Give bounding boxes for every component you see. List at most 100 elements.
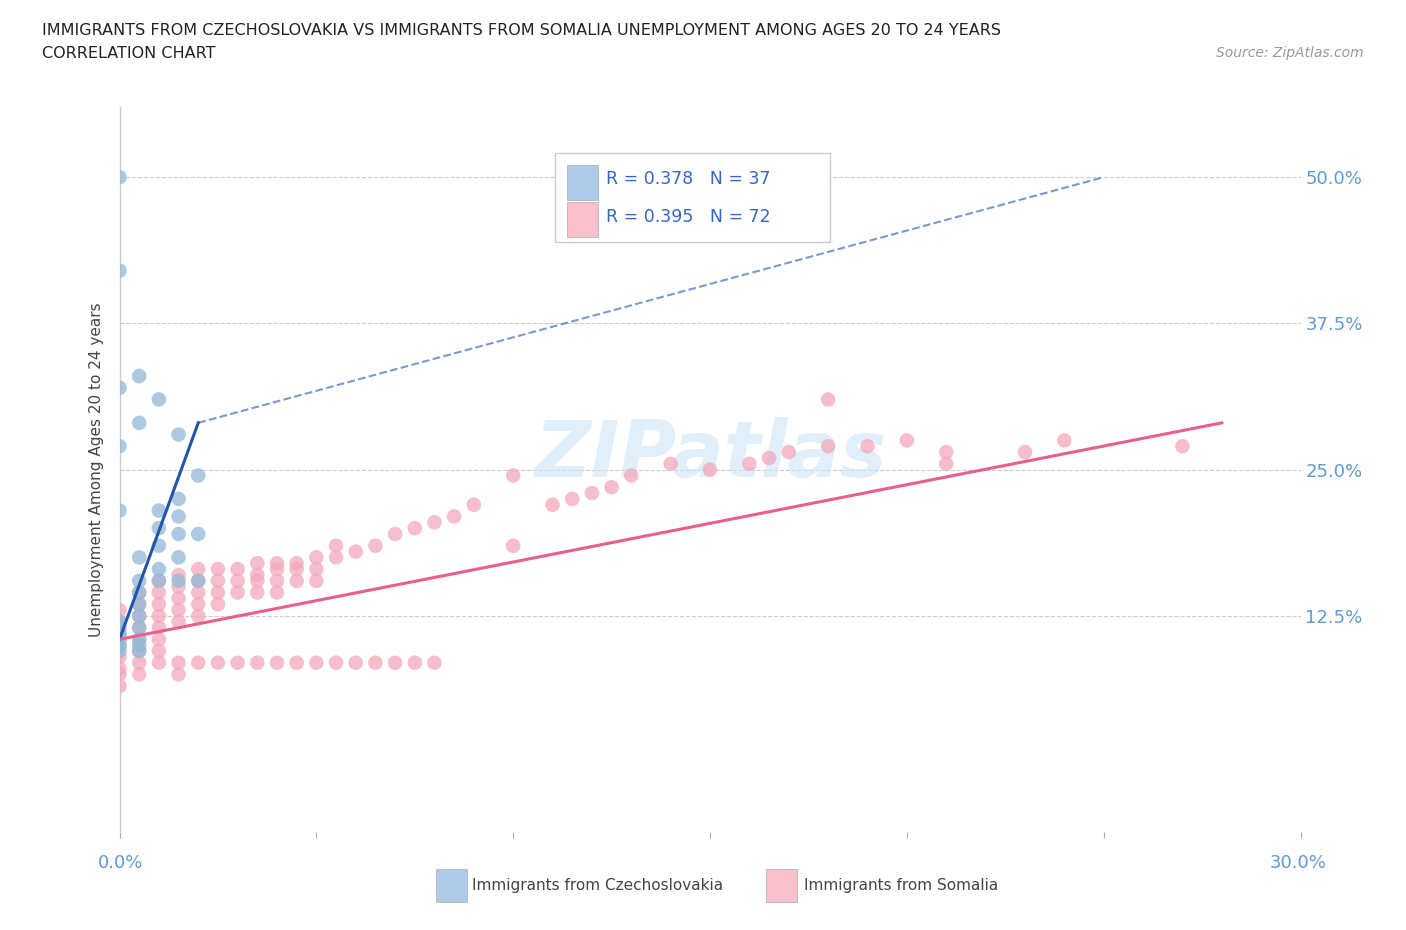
- Point: [187, 585, 209, 600]
- Point: [128, 597, 150, 612]
- Point: [108, 626, 131, 641]
- Point: [856, 439, 879, 454]
- Point: [128, 585, 150, 600]
- Point: [207, 562, 229, 577]
- Point: [187, 597, 209, 612]
- Point: [344, 544, 367, 559]
- Point: [187, 526, 209, 541]
- Point: [108, 667, 131, 682]
- Point: [167, 656, 190, 671]
- Point: [246, 567, 269, 582]
- Point: [246, 656, 269, 671]
- Point: [128, 608, 150, 623]
- Point: [443, 509, 465, 524]
- Point: [108, 380, 131, 395]
- Point: [935, 457, 957, 472]
- Point: [128, 597, 150, 612]
- Point: [148, 562, 170, 577]
- Point: [600, 480, 623, 495]
- Point: [108, 263, 131, 278]
- Text: IMMIGRANTS FROM CZECHOSLOVAKIA VS IMMIGRANTS FROM SOMALIA UNEMPLOYMENT AMONG AGE: IMMIGRANTS FROM CZECHOSLOVAKIA VS IMMIGR…: [42, 23, 1001, 38]
- Point: [187, 608, 209, 623]
- Point: [128, 638, 150, 653]
- Point: [128, 368, 150, 383]
- Point: [187, 574, 209, 589]
- Point: [128, 620, 150, 635]
- Point: [581, 485, 603, 500]
- Point: [187, 562, 209, 577]
- Text: Source: ZipAtlas.com: Source: ZipAtlas.com: [1216, 46, 1364, 60]
- Text: R = 0.395   N = 72: R = 0.395 N = 72: [606, 207, 770, 226]
- Point: [108, 503, 131, 518]
- Point: [148, 392, 170, 407]
- Text: R = 0.378   N = 37: R = 0.378 N = 37: [606, 170, 770, 189]
- Point: [128, 585, 150, 600]
- Point: [167, 574, 190, 589]
- Point: [108, 679, 131, 694]
- Point: [246, 585, 269, 600]
- Point: [463, 498, 485, 512]
- Point: [108, 603, 131, 618]
- Point: [108, 631, 131, 646]
- Point: [1014, 445, 1036, 459]
- Point: [344, 656, 367, 671]
- Point: [108, 439, 131, 454]
- Point: [148, 574, 170, 589]
- Point: [128, 608, 150, 623]
- Point: [128, 416, 150, 431]
- Text: Immigrants from Czechoslovakia: Immigrants from Czechoslovakia: [472, 878, 724, 893]
- Point: [128, 644, 150, 658]
- Point: [502, 538, 524, 553]
- Point: [404, 656, 426, 671]
- Point: [207, 574, 229, 589]
- Point: [128, 644, 150, 658]
- Point: [108, 638, 131, 653]
- Point: [699, 462, 721, 477]
- Point: [148, 608, 170, 623]
- Point: [167, 509, 190, 524]
- Point: [108, 644, 131, 658]
- Point: [246, 556, 269, 571]
- Point: [167, 615, 190, 630]
- Point: [148, 521, 170, 536]
- Point: [167, 667, 190, 682]
- Text: Immigrants from Somalia: Immigrants from Somalia: [804, 878, 998, 893]
- Point: [620, 468, 643, 483]
- Point: [285, 574, 308, 589]
- Point: [167, 579, 190, 594]
- Point: [148, 631, 170, 646]
- Text: 0.0%: 0.0%: [98, 854, 143, 872]
- Point: [207, 597, 229, 612]
- Point: [817, 392, 839, 407]
- Point: [285, 556, 308, 571]
- Point: [778, 445, 800, 459]
- Point: [305, 550, 328, 565]
- Point: [758, 450, 780, 465]
- Point: [167, 603, 190, 618]
- Point: [266, 656, 288, 671]
- Point: [305, 562, 328, 577]
- Point: [148, 597, 170, 612]
- Point: [364, 656, 387, 671]
- Point: [659, 457, 682, 472]
- Point: [285, 656, 308, 671]
- Point: [423, 515, 446, 530]
- Point: [817, 439, 839, 454]
- Point: [285, 562, 308, 577]
- Point: [266, 574, 288, 589]
- Point: [108, 638, 131, 653]
- Point: [128, 631, 150, 646]
- Point: [246, 574, 269, 589]
- Point: [108, 626, 131, 641]
- Point: [148, 620, 170, 635]
- Point: [305, 656, 328, 671]
- Point: [266, 585, 288, 600]
- Point: [364, 538, 387, 553]
- Point: [207, 656, 229, 671]
- Point: [896, 433, 918, 448]
- Point: [128, 631, 150, 646]
- Point: [128, 620, 150, 635]
- Point: [423, 656, 446, 671]
- Point: [148, 503, 170, 518]
- Point: [148, 574, 170, 589]
